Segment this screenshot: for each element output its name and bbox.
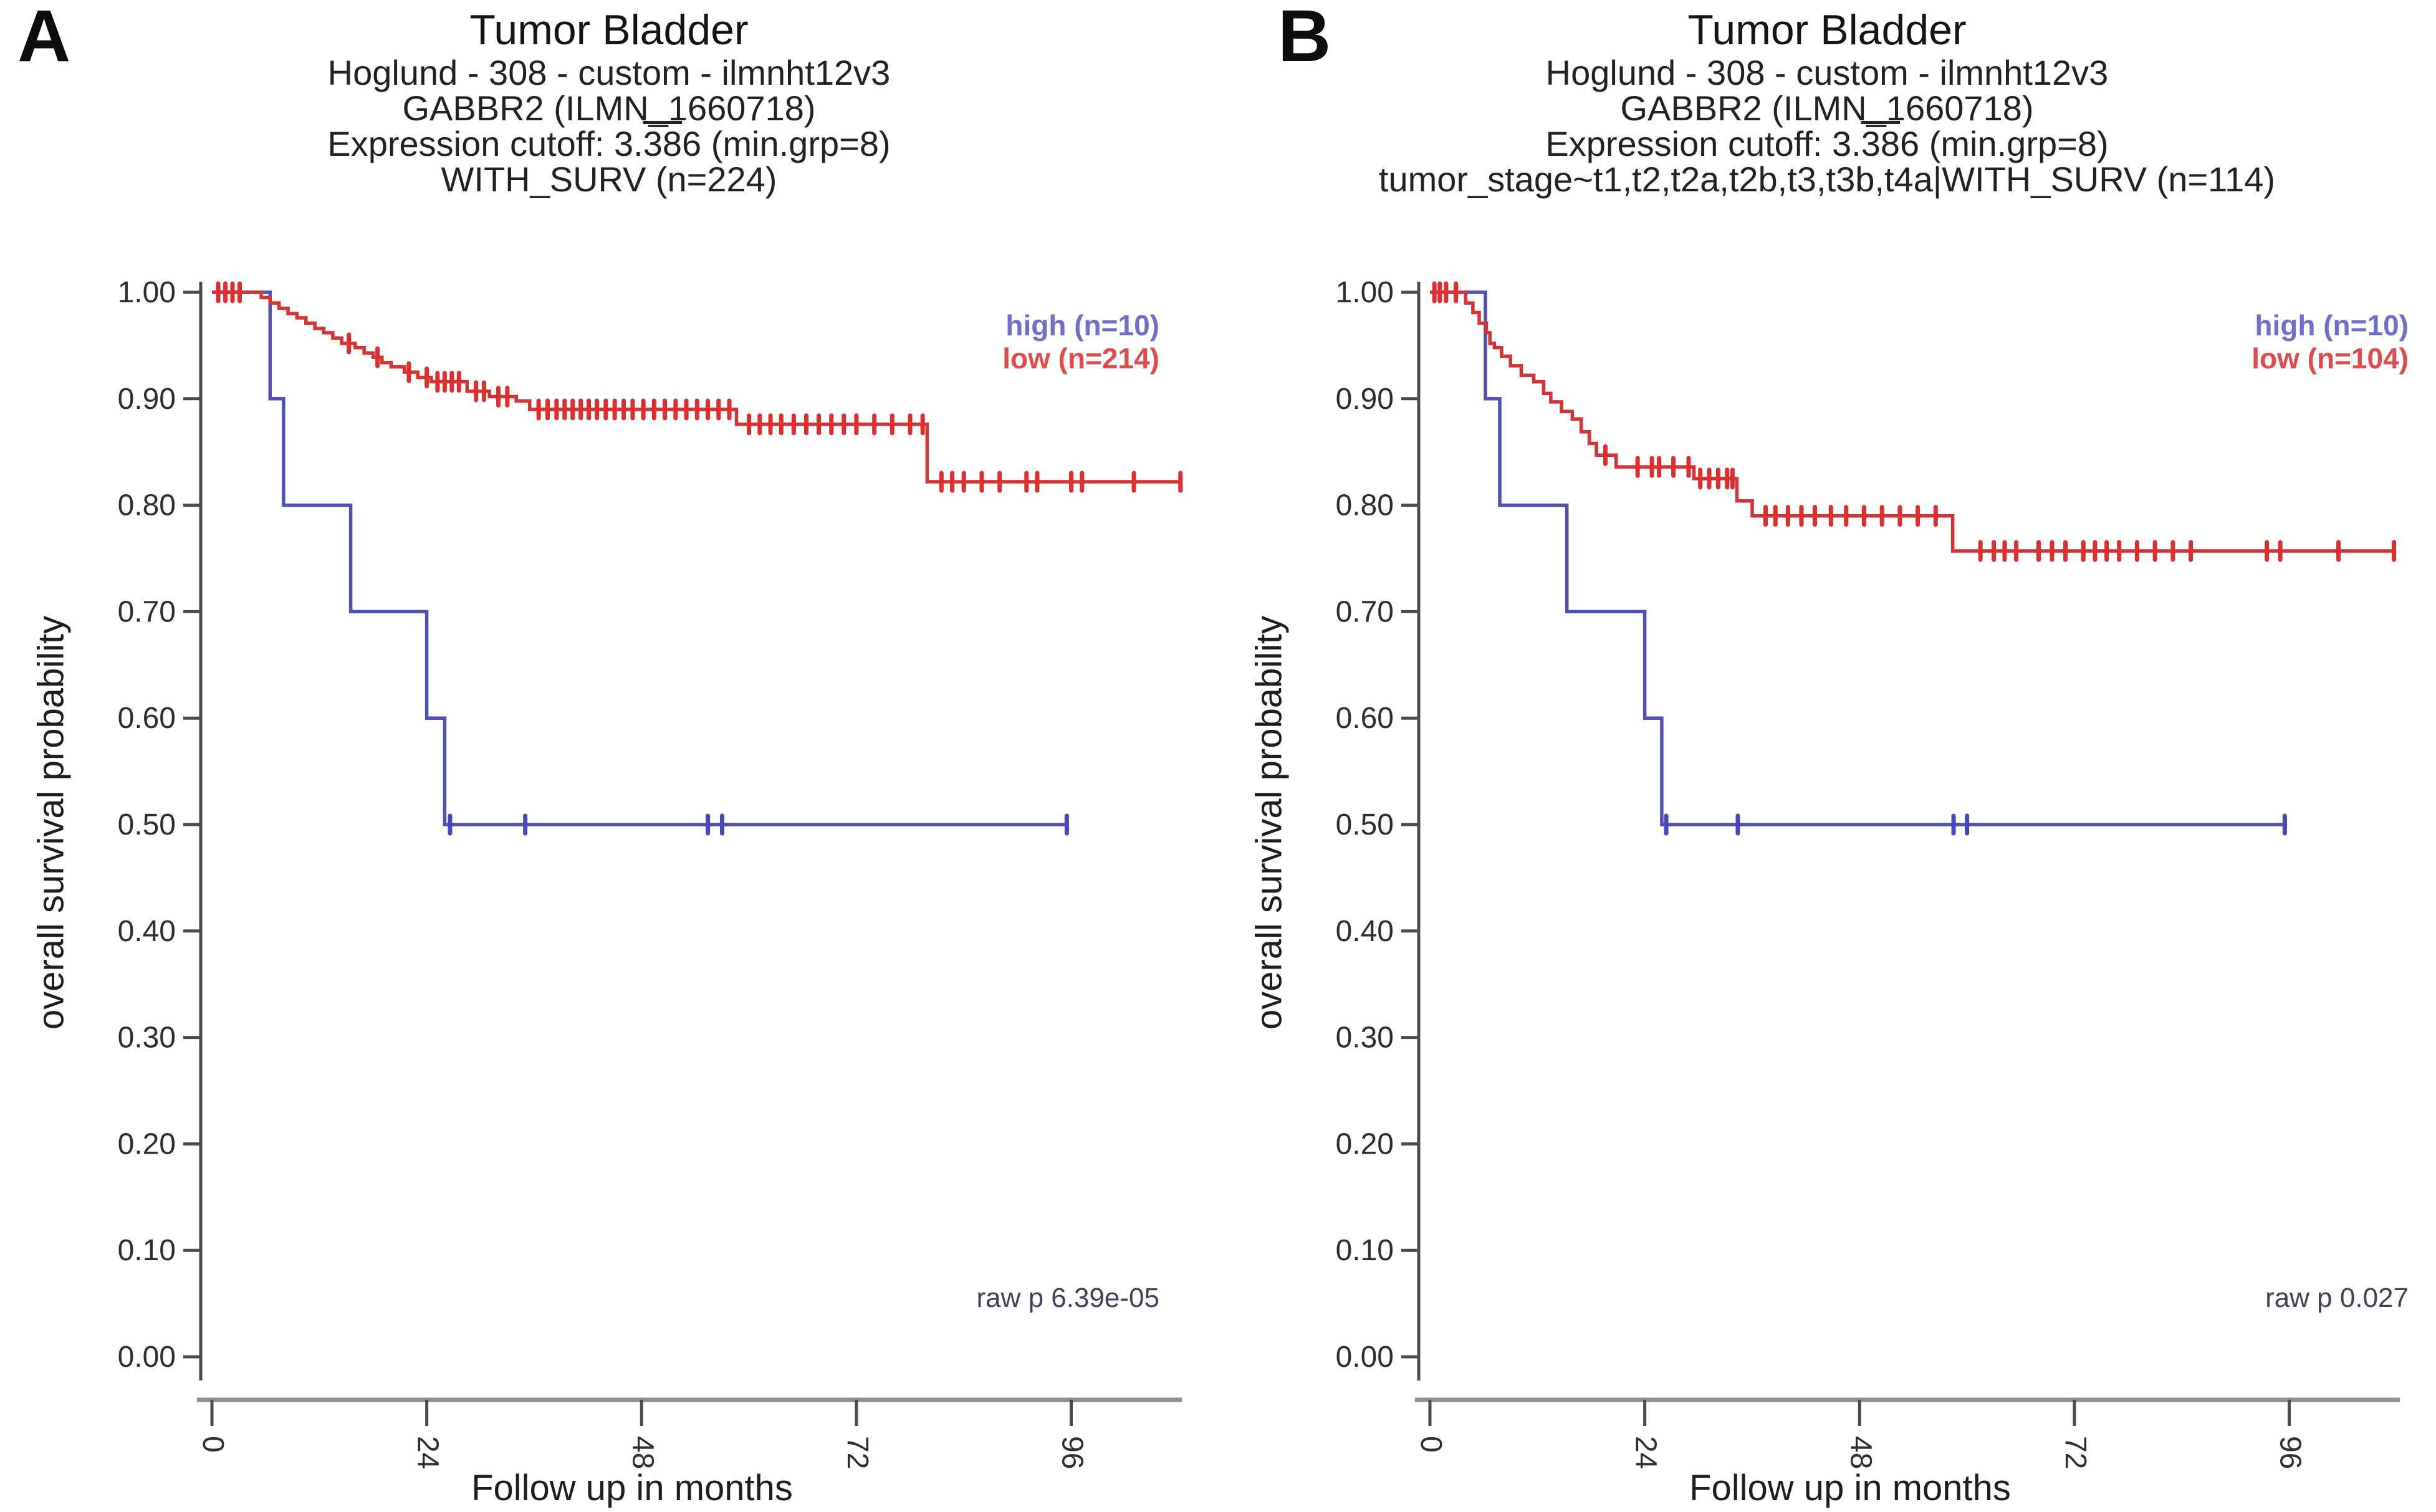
high-censor-marks <box>1664 813 2287 836</box>
chart-subtitle-cutoff: Expression cutoff: 3.386 (min.grp=8) <box>327 124 891 163</box>
panel-a: A Tumor Bladder Hoglund - 308 - custom -… <box>0 0 1218 1508</box>
y-tick-label: 0.80 <box>1336 489 1394 522</box>
y-tick-label: 0.20 <box>1336 1127 1394 1160</box>
y-tick-label: 0.50 <box>1336 808 1394 841</box>
low-survival-curve <box>1430 290 2394 553</box>
x-tick-label: 72 <box>841 1436 874 1469</box>
panel-b: B Tumor Bladder Hoglund - 308 - custom -… <box>1218 0 2436 1512</box>
y-axis-title: overall survival probability <box>1249 615 1290 1030</box>
chart-subtitle-dataset: Hoglund - 308 - custom - ilmnht12v3 <box>327 53 891 92</box>
chart-title: Tumor Bladder <box>469 6 749 54</box>
y-tick-label: 0.90 <box>1336 383 1394 416</box>
chart-subtitle-cutoff: Expression cutoff: 3.386 (min.grp=8) <box>1545 124 2109 163</box>
chart-subtitle-gene: GABBR2 (ILMN_1660718) <box>402 89 816 128</box>
y-axis-title: overall survival probability <box>31 615 72 1030</box>
x-tick-label: 96 <box>1056 1436 1089 1469</box>
y-tick-label: 1.00 <box>118 276 176 309</box>
legend: high (n=10) low (n=214) <box>1002 309 1159 375</box>
x-tick-label: 0 <box>196 1436 229 1453</box>
x-axis-title: Follow up in months <box>1689 1468 2011 1508</box>
y-tick-label: 0.20 <box>118 1127 176 1160</box>
y-tick-label: 1.00 <box>1336 276 1394 309</box>
legend-item-low: low (n=214) <box>1002 342 1159 375</box>
legend: high (n=10) low (n=104) <box>2251 309 2409 375</box>
y-tick-label: 0.70 <box>1336 595 1394 628</box>
chart-title-block: Tumor Bladder Hoglund - 308 - custom - i… <box>0 5 1218 197</box>
legend-item-high: high (n=10) <box>2255 309 2409 342</box>
x-tick-label: 24 <box>411 1436 444 1469</box>
overline-digits: 38 <box>643 124 683 163</box>
chart-subtitle-cohort: WITH_SURV (n=224) <box>441 160 777 199</box>
x-tick-label: 72 <box>2059 1436 2092 1469</box>
y-tick-label: 0.00 <box>118 1341 176 1374</box>
chart-title: Tumor Bladder <box>1687 6 1967 54</box>
x-tick-label: 48 <box>1844 1436 1877 1469</box>
km-plot: 1.00 0.90 0.80 0.70 0.60 0.50 0.40 0.30 0.20 0.10… <box>1336 276 2400 1469</box>
pvalue-annotation: raw p 0.027 <box>2265 1283 2409 1313</box>
y-tick-label: 0.50 <box>118 808 176 841</box>
x-tick-label: 24 <box>1629 1436 1662 1469</box>
low-survival-curve <box>212 290 1181 484</box>
y-tick-label: 0.00 <box>1336 1341 1394 1374</box>
y-tick-label: 0.40 <box>1336 915 1394 948</box>
x-tick-label: 0 <box>1414 1436 1447 1453</box>
y-tick-label: 0.10 <box>1336 1234 1394 1267</box>
y-tick-label: 0.60 <box>1336 702 1394 735</box>
y-tick-label: 0.70 <box>118 595 176 628</box>
chart-subtitle-cohort: tumor_stage~t1,t2,t2a,t2b,t3,t3b,t4a|WIT… <box>1378 160 2276 199</box>
low-censor-marks <box>216 281 1183 493</box>
chart-title-block: Tumor Bladder Hoglund - 308 - custom - i… <box>1218 5 2436 197</box>
chart-subtitle-gene: GABBR2 (ILMN_1660718) <box>1620 89 2034 128</box>
high-survival-curve <box>1430 290 2285 826</box>
y-tick-label: 0.60 <box>118 702 176 735</box>
legend-item-high: high (n=10) <box>1005 309 1159 342</box>
high-survival-curve <box>212 290 1067 826</box>
legend-item-low: low (n=104) <box>2251 342 2409 375</box>
pvalue-annotation: raw p 6.39e-05 <box>976 1283 1159 1313</box>
x-axis-title: Follow up in months <box>471 1468 793 1508</box>
km-plot: 1.00 0.90 0.80 0.70 0.60 0.50 0.40 0.30 0.20 0.10… <box>118 276 1183 1469</box>
panel-letter: A <box>17 0 70 77</box>
low-censor-marks <box>1432 281 2397 562</box>
y-tick-label: 0.30 <box>118 1022 176 1055</box>
x-tick-label: 48 <box>626 1436 659 1469</box>
y-tick-label: 0.80 <box>118 489 176 522</box>
y-tick-label: 0.30 <box>1336 1022 1394 1055</box>
y-tick-label: 0.40 <box>118 915 176 948</box>
overline-digits: 38 <box>1861 124 1901 163</box>
y-tick-label: 0.10 <box>118 1234 176 1267</box>
y-tick-label: 0.90 <box>118 383 176 416</box>
x-tick-label: 96 <box>2274 1436 2307 1469</box>
chart-subtitle-dataset: Hoglund - 308 - custom - ilmnht12v3 <box>1545 53 2109 92</box>
high-censor-marks <box>448 813 1069 836</box>
panel-letter: B <box>1278 0 1331 77</box>
